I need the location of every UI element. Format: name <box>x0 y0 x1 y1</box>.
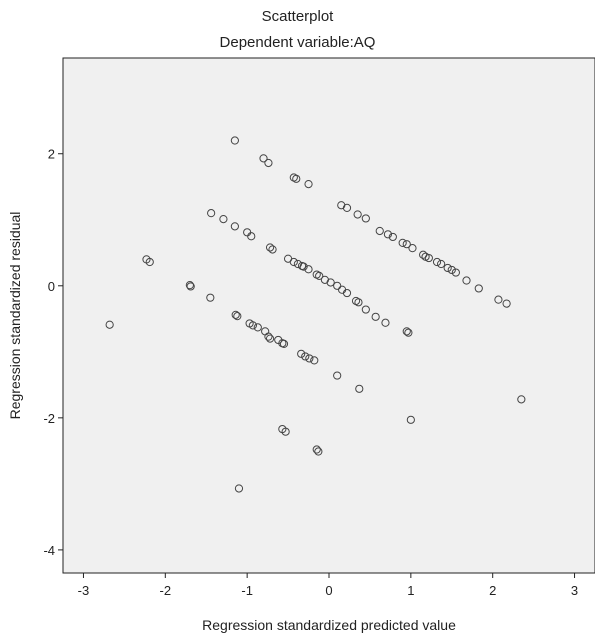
y-tick-label: 0 <box>48 279 55 294</box>
data-point <box>310 356 319 365</box>
data-point <box>406 415 415 424</box>
x-tick-label: 1 <box>407 583 414 598</box>
x-tick-label: 0 <box>325 583 332 598</box>
data-point <box>451 268 460 277</box>
data-point <box>265 243 275 252</box>
x-tick-label: -3 <box>78 583 90 598</box>
data-point <box>333 371 342 380</box>
data-point <box>264 158 273 168</box>
data-point <box>383 230 393 239</box>
data-point <box>105 320 114 329</box>
data-point <box>206 293 215 302</box>
data-point <box>437 259 446 269</box>
data-point <box>281 427 290 436</box>
data-point <box>304 265 313 274</box>
data-point <box>462 276 471 285</box>
data-point <box>354 298 363 307</box>
data-point <box>408 244 417 253</box>
data-point <box>279 339 289 348</box>
data-point <box>342 203 352 212</box>
data-point <box>292 174 301 183</box>
y-tick-label: -4 <box>43 543 55 558</box>
data-point <box>326 278 335 287</box>
data-point <box>361 305 370 314</box>
data-point <box>381 318 390 327</box>
x-tick-label: 2 <box>489 583 496 598</box>
data-point <box>432 257 442 267</box>
data-point <box>375 226 384 236</box>
data-point <box>265 334 275 343</box>
data-point <box>289 257 298 267</box>
data-point <box>305 354 314 363</box>
data-point <box>371 312 380 321</box>
data-point <box>402 240 411 249</box>
data-point <box>333 281 342 290</box>
chart-title: Scatterplot <box>261 8 334 25</box>
data-point <box>502 299 511 308</box>
data-point <box>361 214 370 223</box>
x-axis: -3 -2 -1 0 1 2 3 <box>78 573 578 598</box>
data-point <box>314 447 323 456</box>
y-tick-label: -2 <box>43 411 55 426</box>
data-point <box>207 209 216 218</box>
data-point <box>398 238 407 247</box>
y-axis-label: Regression standardized residual <box>7 212 23 420</box>
data-point <box>264 332 273 341</box>
data-point <box>312 445 321 454</box>
data-point <box>247 232 256 241</box>
data-point <box>299 262 308 271</box>
data-point <box>186 282 195 291</box>
data-point <box>185 281 194 290</box>
data-point <box>248 321 257 330</box>
data-point <box>474 284 483 293</box>
data-point <box>404 328 413 337</box>
data-point <box>447 265 456 275</box>
data-point <box>253 323 262 332</box>
data-point <box>268 245 277 254</box>
data-point <box>355 384 364 393</box>
data-point <box>353 210 362 219</box>
x-axis-label: Regression standardized predicted value <box>202 617 456 633</box>
data-point <box>494 295 503 304</box>
data-point <box>234 484 244 493</box>
data-point <box>443 263 452 273</box>
x-tick-label: 3 <box>571 583 578 598</box>
data-point <box>231 310 240 319</box>
data-point <box>315 271 324 280</box>
data-point <box>388 232 397 242</box>
data-point <box>219 215 228 224</box>
data-point <box>233 312 242 321</box>
plot-area <box>62 57 595 574</box>
data-point <box>259 154 268 163</box>
data-point <box>304 180 313 189</box>
data-points <box>105 136 526 493</box>
x-tick-label: -1 <box>241 583 253 598</box>
y-tick-label: 2 <box>48 147 55 162</box>
data-point <box>297 349 306 358</box>
y-axis: -4 -2 0 2 <box>43 147 63 558</box>
data-point <box>230 222 239 231</box>
data-point <box>230 136 239 145</box>
data-point <box>301 352 310 361</box>
data-point <box>517 395 526 404</box>
data-point <box>402 327 411 336</box>
chart-subtitle: Dependent variable:AQ <box>219 34 376 51</box>
x-tick-label: -2 <box>160 583 172 598</box>
data-point <box>424 253 433 263</box>
data-point <box>342 288 352 298</box>
data-point <box>145 257 154 267</box>
